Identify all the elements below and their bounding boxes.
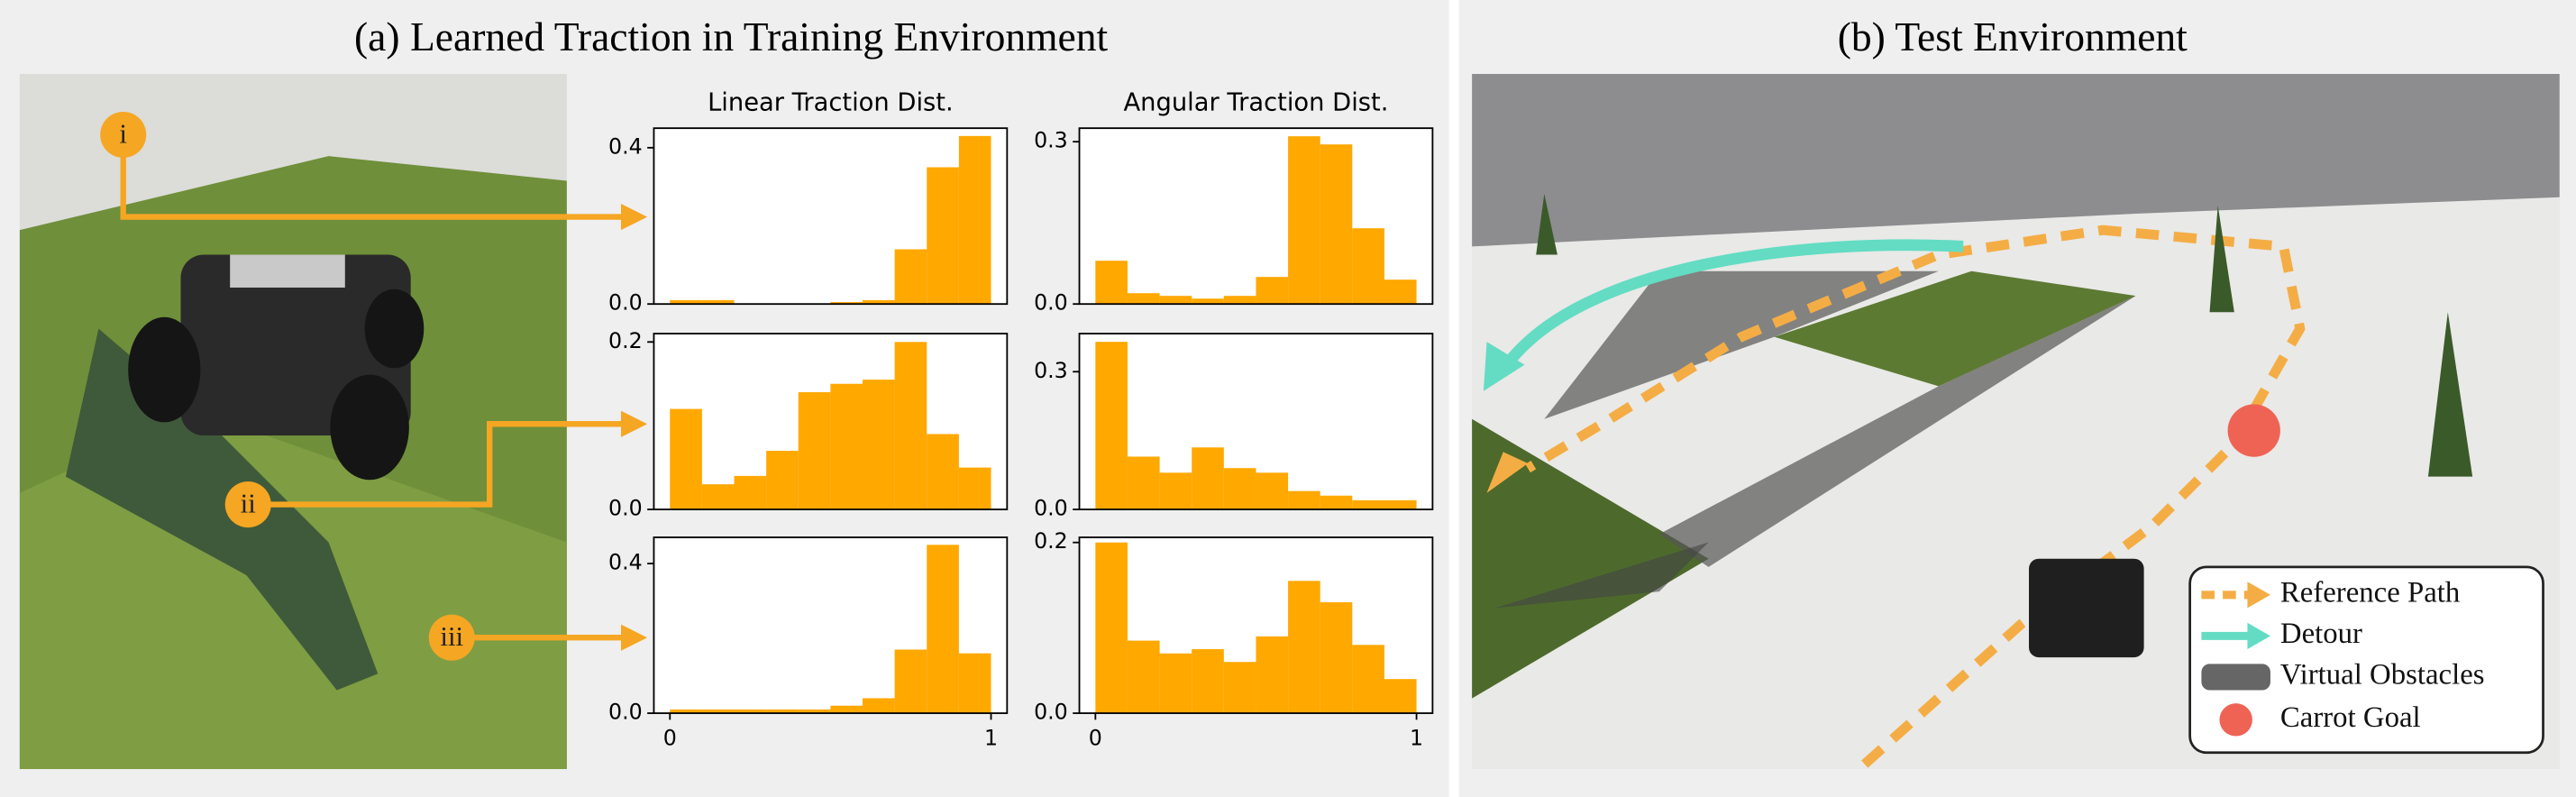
callout-label: i xyxy=(119,117,127,149)
bar xyxy=(1223,296,1256,305)
bar xyxy=(1159,653,1192,714)
bar xyxy=(701,709,735,714)
legend-label: Detour xyxy=(2280,618,2362,650)
y-tick-label: 0.3 xyxy=(1034,128,1068,153)
bar xyxy=(1320,144,1353,305)
bar xyxy=(1288,581,1320,714)
bar xyxy=(1384,279,1417,305)
bar xyxy=(1127,456,1160,510)
bar xyxy=(1256,472,1289,510)
bar xyxy=(894,649,927,714)
bar xyxy=(670,709,702,714)
bar xyxy=(1384,679,1417,714)
y-tick-label: 0.0 xyxy=(1034,700,1068,725)
bar xyxy=(1352,645,1384,714)
x-tick-label: 0 xyxy=(663,726,677,751)
bar xyxy=(830,383,863,510)
y-tick-label: 0.0 xyxy=(608,290,643,316)
bar xyxy=(798,392,831,510)
panel-a-title: (a) Learned Traction in Training Environ… xyxy=(354,14,1109,60)
y-tick-label: 0.0 xyxy=(1034,496,1068,521)
y-tick-label: 0.4 xyxy=(608,550,643,575)
bar xyxy=(1352,228,1384,305)
y-tick-label: 0.3 xyxy=(1034,358,1068,383)
callout-heads xyxy=(100,111,648,661)
bar xyxy=(863,299,895,305)
bar xyxy=(830,705,863,714)
panel-b-title: (b) Test Environment xyxy=(1838,14,2188,60)
bar xyxy=(670,408,702,510)
legend-label: Reference Path xyxy=(2280,576,2460,609)
chart-title: Linear Traction Dist. xyxy=(708,88,954,116)
bar xyxy=(1192,649,1224,714)
y-tick-label: 0.0 xyxy=(608,700,643,725)
bar xyxy=(1256,277,1289,305)
y-tick-label: 0.0 xyxy=(1034,290,1068,316)
bar xyxy=(1384,499,1417,510)
bar xyxy=(958,467,991,510)
axes-frame xyxy=(1078,333,1434,510)
bar xyxy=(701,299,735,305)
callouts xyxy=(120,134,625,641)
chart-title: Angular Traction Dist. xyxy=(1123,88,1388,116)
legend-label: Virtual Obstacles xyxy=(2280,658,2485,691)
bar xyxy=(958,653,991,714)
y-tick-label: 0.4 xyxy=(608,133,643,159)
bar xyxy=(1192,298,1224,305)
bar xyxy=(894,342,927,510)
bar xyxy=(958,135,991,305)
bar xyxy=(1320,601,1353,714)
bar xyxy=(1288,490,1320,510)
x-tick-label: 0 xyxy=(1089,726,1102,751)
bar xyxy=(830,302,863,305)
bar xyxy=(1320,495,1353,510)
y-tick-label: 0.0 xyxy=(608,496,643,521)
bar xyxy=(1127,640,1160,714)
axes-frame xyxy=(1078,536,1434,714)
callout-label: iii xyxy=(440,620,463,652)
x-tick-label: 1 xyxy=(984,726,998,751)
bar xyxy=(894,249,927,305)
axes-frame xyxy=(653,333,1009,510)
axes-frame xyxy=(653,536,1009,714)
bar xyxy=(1159,472,1192,510)
bar xyxy=(1352,499,1384,510)
bar xyxy=(734,475,767,510)
axes-frame xyxy=(1078,127,1434,306)
bar xyxy=(927,434,959,510)
bar xyxy=(1223,468,1256,510)
bar xyxy=(670,299,702,305)
bar xyxy=(1159,296,1192,305)
bar xyxy=(798,709,831,714)
legend xyxy=(2188,565,2544,755)
bar xyxy=(1095,342,1128,510)
callout-label: ii xyxy=(241,487,257,518)
axes-frame xyxy=(653,127,1009,306)
bar xyxy=(701,484,735,510)
bar xyxy=(1127,293,1160,305)
training-photo xyxy=(19,74,567,770)
bar xyxy=(863,698,895,714)
bar xyxy=(1288,136,1320,305)
bar xyxy=(766,709,799,714)
bar xyxy=(766,451,799,510)
bar xyxy=(1256,636,1289,714)
bar xyxy=(1095,261,1128,305)
bar xyxy=(863,380,895,510)
bar xyxy=(734,709,767,714)
y-tick-label: 0.2 xyxy=(1034,528,1068,554)
bar xyxy=(927,167,959,305)
legend-label: Carrot Goal xyxy=(2280,701,2421,734)
test-photo xyxy=(1472,74,2560,770)
bar xyxy=(1223,662,1256,714)
x-tick-label: 1 xyxy=(1410,726,1423,751)
bar xyxy=(1095,542,1128,714)
y-tick-label: 0.2 xyxy=(608,328,643,353)
bar xyxy=(927,545,959,714)
bar xyxy=(1192,447,1224,510)
